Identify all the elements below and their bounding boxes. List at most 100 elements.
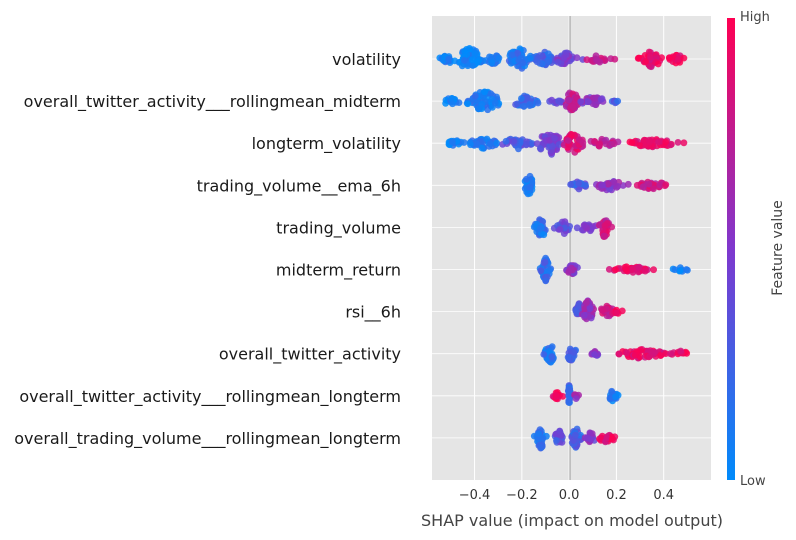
shap-point (680, 139, 688, 147)
shap-point (487, 90, 495, 97)
shap-point (601, 222, 609, 230)
shap-point (508, 51, 516, 59)
shap-point (665, 54, 673, 62)
colorbar-low-label: Low (740, 474, 766, 489)
shap-point (623, 349, 631, 357)
shap-point (636, 142, 644, 149)
feature-label: trading_volume (276, 218, 401, 238)
shap-point (646, 138, 653, 146)
shap-point (560, 54, 568, 62)
feature-label: overall_twitter_activity___rollingmean_l… (19, 387, 401, 407)
shap-point (611, 55, 619, 63)
feature-label: overall_twitter_activity___rollingmean_m… (24, 92, 401, 112)
shap-point (458, 62, 466, 70)
shap-point (442, 100, 449, 107)
shap-point (535, 430, 543, 437)
shap-point (618, 307, 626, 315)
shap-point (608, 435, 616, 443)
shap-point (584, 98, 592, 106)
shap-point (474, 105, 482, 113)
feature-label: overall_twitter_activity (219, 345, 401, 365)
x-axis-title: SHAP value (impact on model output) (421, 511, 723, 530)
shap-point (667, 350, 674, 358)
shap-point (629, 265, 637, 273)
shap-point (471, 92, 479, 100)
feature-label: overall_trading_volume___rollingmean_lon… (14, 429, 401, 449)
shap-point (577, 98, 585, 106)
shap-point (540, 231, 548, 239)
shap-point (586, 305, 594, 312)
shap-point (569, 103, 577, 111)
shap-point (493, 139, 501, 147)
shap-point (675, 55, 682, 63)
shap-point (486, 53, 493, 61)
shap-point (591, 138, 599, 145)
shap-point (564, 353, 572, 361)
shap-point (526, 183, 534, 191)
shap-point (674, 139, 682, 146)
shap-point (546, 266, 554, 274)
shap-point (473, 140, 481, 148)
shap-point (603, 434, 611, 442)
shap-point (671, 266, 679, 274)
shap-point (445, 55, 452, 63)
shap-point (510, 137, 518, 145)
shap-point (624, 180, 632, 188)
beeswarm-points (436, 45, 691, 452)
shap-point (572, 395, 580, 402)
shap-point (612, 393, 619, 401)
shap-point (606, 394, 614, 402)
shap-point (488, 59, 496, 67)
shap-point (468, 56, 476, 64)
shap-point (584, 434, 591, 442)
shap-point (591, 351, 598, 358)
colorbar-high-label: High (740, 10, 770, 25)
shap-point (680, 54, 688, 62)
shap-point (537, 267, 545, 274)
shap-point (523, 140, 530, 148)
shap-point (654, 60, 662, 68)
shap-point (575, 302, 582, 310)
shap-point (486, 140, 494, 148)
shap-point (610, 178, 618, 186)
shap-point (571, 431, 579, 439)
shap-point (635, 263, 643, 271)
shap-point (502, 137, 510, 145)
shap-point (580, 311, 588, 319)
shap-point (537, 444, 545, 451)
shap-point (683, 266, 690, 273)
shap-point (650, 266, 657, 274)
shap-point (464, 100, 472, 108)
shap-point (662, 181, 670, 189)
shap-point (641, 267, 649, 275)
shap-point (583, 56, 591, 64)
shap-point (556, 427, 564, 435)
shap-point (533, 58, 541, 66)
shap-point (554, 58, 562, 66)
shap-point (567, 181, 574, 188)
shap-point (677, 347, 685, 355)
shap-point (646, 53, 654, 61)
x-tick-label: −0.4 (459, 488, 491, 503)
feature-label: trading_volume__ema_6h (197, 176, 401, 196)
shap-point (481, 88, 489, 96)
shap-point (491, 99, 499, 107)
colorbar (727, 18, 735, 480)
shap-point (545, 50, 552, 58)
shap-point (544, 58, 552, 66)
shap-point (570, 348, 578, 356)
shap-point (565, 96, 573, 104)
shap-point (552, 391, 560, 399)
shap-point (515, 145, 522, 153)
shap-point (610, 140, 618, 148)
shap-point (469, 62, 477, 69)
shap-point (526, 102, 534, 109)
shap-point (580, 222, 588, 229)
shap-point (559, 393, 567, 400)
shap-point (622, 266, 630, 274)
shap-point (528, 140, 536, 147)
shap-point (597, 96, 605, 103)
shap-point (495, 54, 503, 62)
shap-point (613, 309, 620, 316)
